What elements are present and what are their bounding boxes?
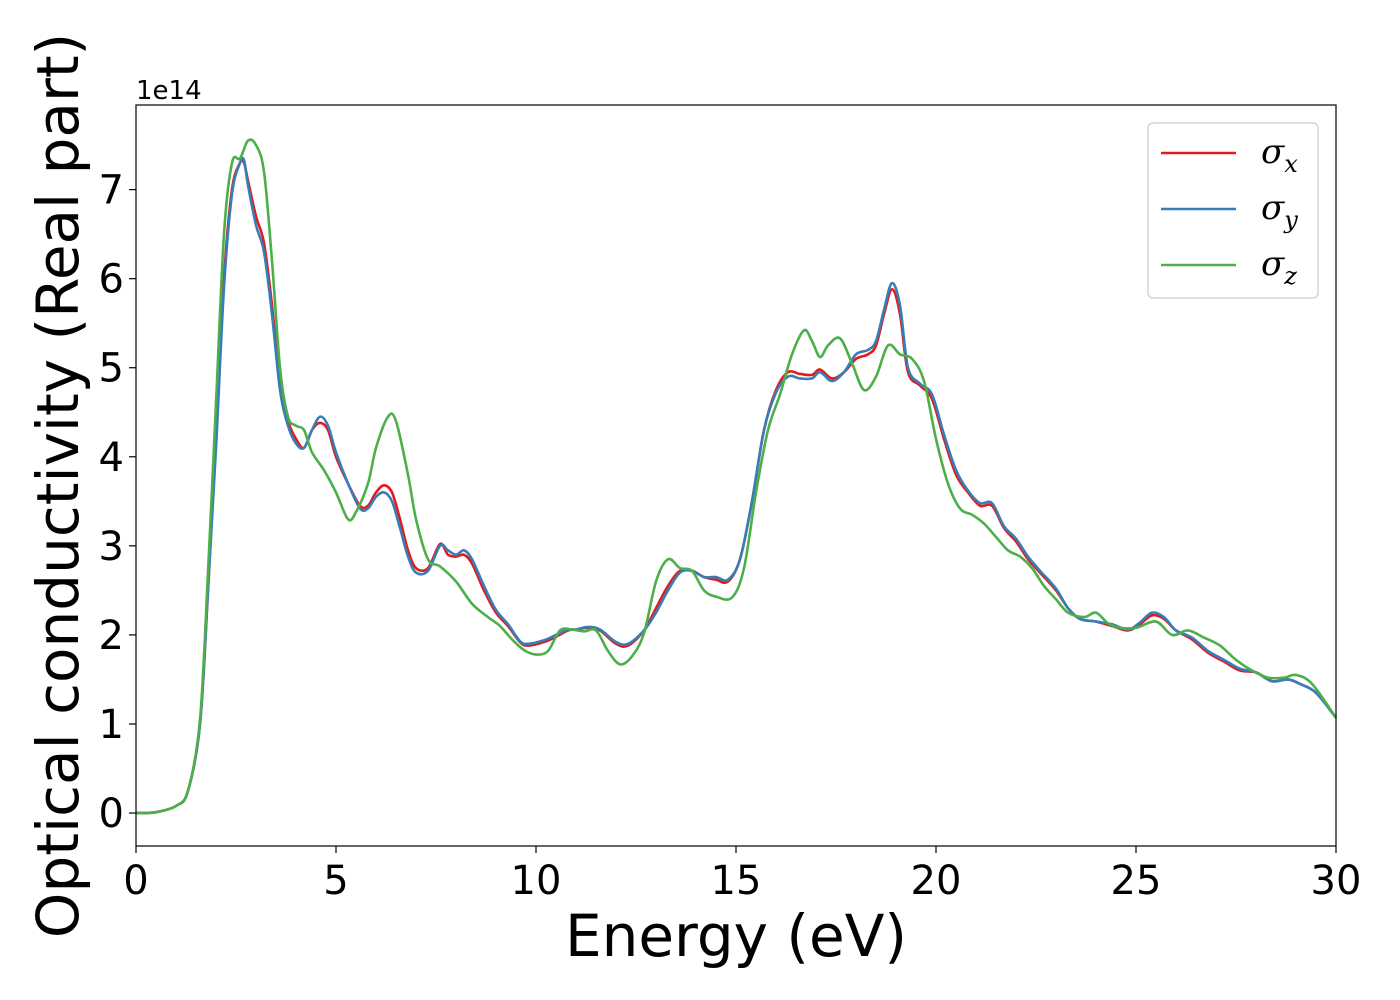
y-tick-label: 7 [99,168,124,214]
x-tick-label: 0 [123,858,148,904]
y-tick-label: 6 [99,257,124,303]
legend-box [1147,122,1319,299]
y-offset-label: 1e14 [136,76,202,106]
x-axis-title: Energy (eV) [565,902,907,970]
y-tick-label: 5 [99,346,124,392]
legend: σx σy σz [1147,122,1319,299]
y-tick-label: 3 [99,524,124,570]
y-axis: 0 1 2 3 4 5 6 7 [99,168,136,837]
y-tick-label: 0 [99,791,124,837]
x-tick-label: 25 [1111,858,1162,904]
x-tick-label: 5 [323,858,348,904]
series-line-z [135,138,1338,815]
y-tick-label: 4 [99,435,124,481]
legend-label-x: σx [1261,132,1298,178]
x-tick-label: 15 [711,858,762,904]
x-tick-label: 10 [511,858,562,904]
legend-label-z: σz [1261,244,1297,290]
series-line-y [135,156,1338,815]
y-axis-title: Optical conductivity (Real part) [24,33,92,938]
x-axis: 0 5 10 15 20 25 30 [123,846,1361,904]
series-layer [135,138,1338,815]
y-tick-label: 2 [99,613,124,659]
legend-label-y: σy [1261,188,1298,234]
x-tick-label: 30 [1311,858,1362,904]
x-tick-label: 20 [911,858,962,904]
y-tick-label: 1 [99,702,124,748]
